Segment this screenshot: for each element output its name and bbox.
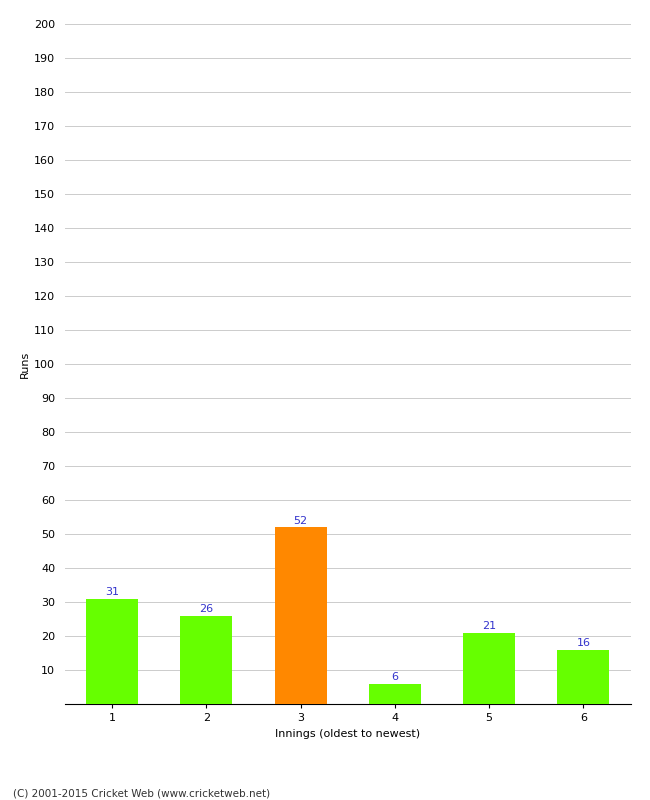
Text: 26: 26 — [200, 604, 213, 614]
Y-axis label: Runs: Runs — [20, 350, 30, 378]
Bar — [463, 633, 515, 704]
Text: 21: 21 — [482, 621, 496, 631]
Bar — [86, 598, 138, 704]
Text: 16: 16 — [577, 638, 590, 648]
Bar — [369, 683, 421, 704]
Bar — [558, 650, 609, 704]
Text: 6: 6 — [391, 672, 398, 682]
Text: (C) 2001-2015 Cricket Web (www.cricketweb.net): (C) 2001-2015 Cricket Web (www.cricketwe… — [13, 788, 270, 798]
Bar — [275, 527, 326, 704]
Text: 52: 52 — [294, 515, 307, 526]
X-axis label: Innings (oldest to newest): Innings (oldest to newest) — [275, 729, 421, 738]
Text: 31: 31 — [105, 587, 119, 597]
Bar — [181, 616, 232, 704]
